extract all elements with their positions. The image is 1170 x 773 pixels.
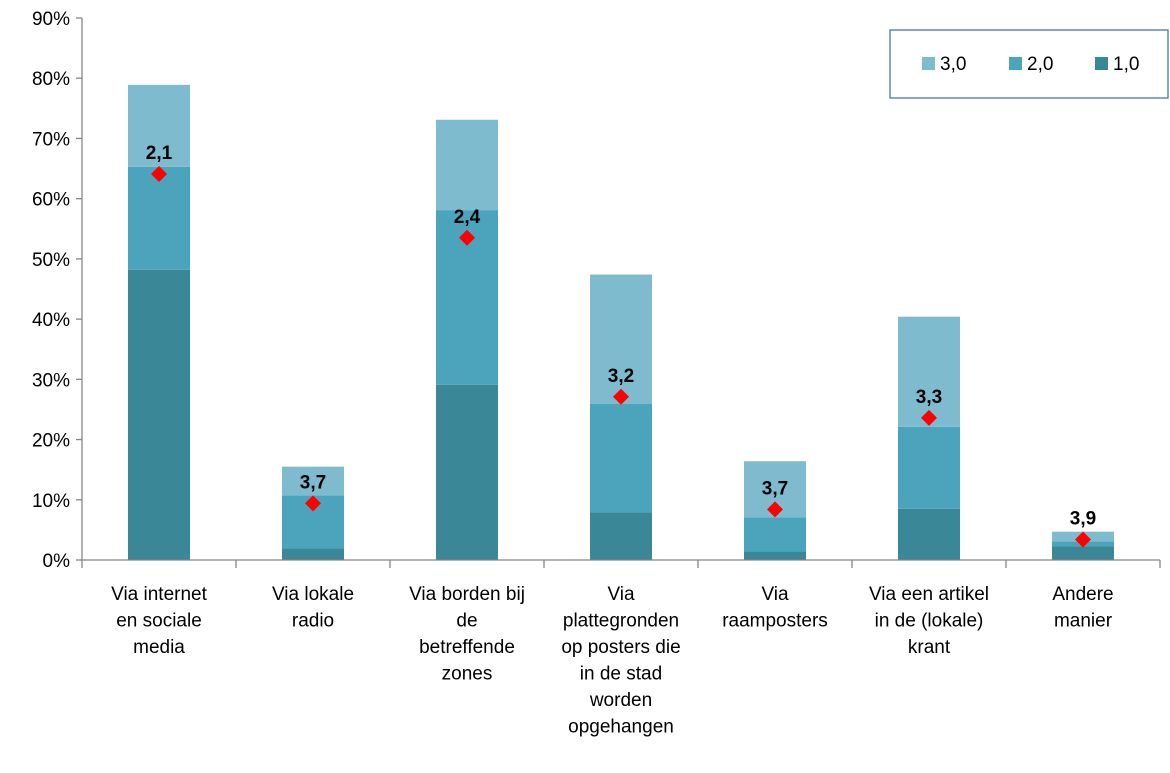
category-label-2: Via borden bij de betreffende zones xyxy=(409,584,525,685)
category-label-line: in de (lokale) xyxy=(875,611,984,632)
bar-segment-series-1-cat-3 xyxy=(590,404,652,513)
bar-segment-series-0-cat-2 xyxy=(436,384,498,560)
bar-segment-series-0-cat-3 xyxy=(590,512,652,560)
marker-label-0: 2,1 xyxy=(146,143,173,164)
category-label-line: manier xyxy=(1054,611,1113,632)
category-label-line: krant xyxy=(908,637,951,658)
bar-segment-series-2-cat-1 xyxy=(282,466,344,496)
axes-group: 0% 10% 20% 30% 40% 50% 60% 70% 80% 90% xyxy=(32,9,1161,572)
category-label-line: Via xyxy=(761,584,789,605)
marker-diamond-4 xyxy=(767,501,783,518)
y-tick-label: 40% xyxy=(32,310,70,331)
category-label-line: worden xyxy=(589,690,652,711)
y-tick-label: 80% xyxy=(32,69,70,90)
legend-swatch-0 xyxy=(922,57,935,70)
category-label-line: Via een artikel xyxy=(869,584,989,605)
category-label-5: Via een artikel in de (lokale) krant xyxy=(869,584,989,658)
bar-segment-series-1-cat-5 xyxy=(898,426,960,509)
marker-diamond-2 xyxy=(459,229,475,246)
category-label-0: Via internet en sociale media xyxy=(111,584,207,658)
y-tick-label: 50% xyxy=(32,250,70,271)
marker-label-3: 3,2 xyxy=(608,366,634,387)
bar-segment-series-0-cat-1 xyxy=(282,548,344,560)
category-label-line: raamposters xyxy=(722,611,828,632)
legend-swatch-2 xyxy=(1095,57,1108,70)
marker-label-5: 3,3 xyxy=(916,387,942,408)
bar-segment-series-0-cat-6 xyxy=(1052,546,1114,560)
bar-segment-series-2-cat-0 xyxy=(128,84,190,167)
marker-label-1: 3,7 xyxy=(300,472,326,493)
legend: 3,0 2,0 1,0 xyxy=(889,29,1169,99)
category-label-line: Via lokale xyxy=(272,584,354,605)
legend-label-0: 3,0 xyxy=(940,54,966,75)
category-label-line: radio xyxy=(292,611,334,632)
category-label-line: opgehangen xyxy=(568,717,674,738)
marker-diamond-3 xyxy=(613,388,629,405)
legend-label-2: 1,0 xyxy=(1113,54,1139,75)
category-label-line: de xyxy=(456,611,477,632)
bar-segment-series-0-cat-4 xyxy=(744,551,806,560)
y-tick-label: 0% xyxy=(43,551,71,572)
category-label-line: Via internet xyxy=(111,584,207,605)
y-tick-label: 60% xyxy=(32,190,70,211)
category-label-line: Via borden bij xyxy=(409,584,525,605)
marker-label-2: 2,4 xyxy=(454,207,481,228)
y-tick-label: 30% xyxy=(32,370,70,391)
bar-segment-series-0-cat-0 xyxy=(128,269,190,560)
marker-diamond-1 xyxy=(305,495,321,512)
bars-group xyxy=(128,84,1114,560)
category-label-3: Via plattegronden op posters die in de stad… xyxy=(561,584,680,738)
category-label-4: Via raamposters xyxy=(722,584,828,632)
y-tick-label: 20% xyxy=(32,431,70,452)
category-label-line: betreffende xyxy=(419,637,515,658)
bar-segment-series-1-cat-4 xyxy=(744,517,806,552)
marker-diamond-0 xyxy=(151,165,167,182)
category-label-line: op posters die xyxy=(561,637,680,658)
category-label-line: en sociale xyxy=(116,611,202,632)
legend-box xyxy=(889,29,1169,99)
bar-segment-series-1-cat-0 xyxy=(128,166,190,270)
category-label-1: Via lokale radio xyxy=(272,584,354,632)
category-label-line: in de stad xyxy=(580,664,662,685)
bar-segment-series-0-cat-5 xyxy=(898,508,960,560)
marker-label-4: 3,7 xyxy=(762,478,788,499)
marker-diamond-5 xyxy=(921,409,937,426)
bar-segment-series-2-cat-3 xyxy=(590,274,652,405)
category-label-line: zones xyxy=(442,664,493,685)
y-tick-label: 70% xyxy=(32,129,70,150)
bar-segment-series-2-cat-2 xyxy=(436,119,498,211)
labels-group: 2,1 3,7 2,4 3,2 3,7 3,3 3,9 Via internet en soci… xyxy=(111,143,1114,738)
y-tick-label: 90% xyxy=(32,9,70,30)
category-label-line: Andere xyxy=(1052,584,1113,605)
markers-group xyxy=(151,165,1091,548)
legend-label-1: 2,0 xyxy=(1027,54,1053,75)
y-tick-label: 10% xyxy=(32,491,70,512)
bar-segment-series-2-cat-5 xyxy=(898,316,960,427)
category-label-line: plattegronden xyxy=(563,611,679,632)
legend-swatch-1 xyxy=(1009,57,1022,70)
category-label-6: Andere manier xyxy=(1052,584,1113,632)
category-label-line: media xyxy=(133,637,185,658)
marker-label-6: 3,9 xyxy=(1070,509,1096,530)
category-label-line: Via xyxy=(607,584,635,605)
marker-diamond-6 xyxy=(1075,531,1091,548)
